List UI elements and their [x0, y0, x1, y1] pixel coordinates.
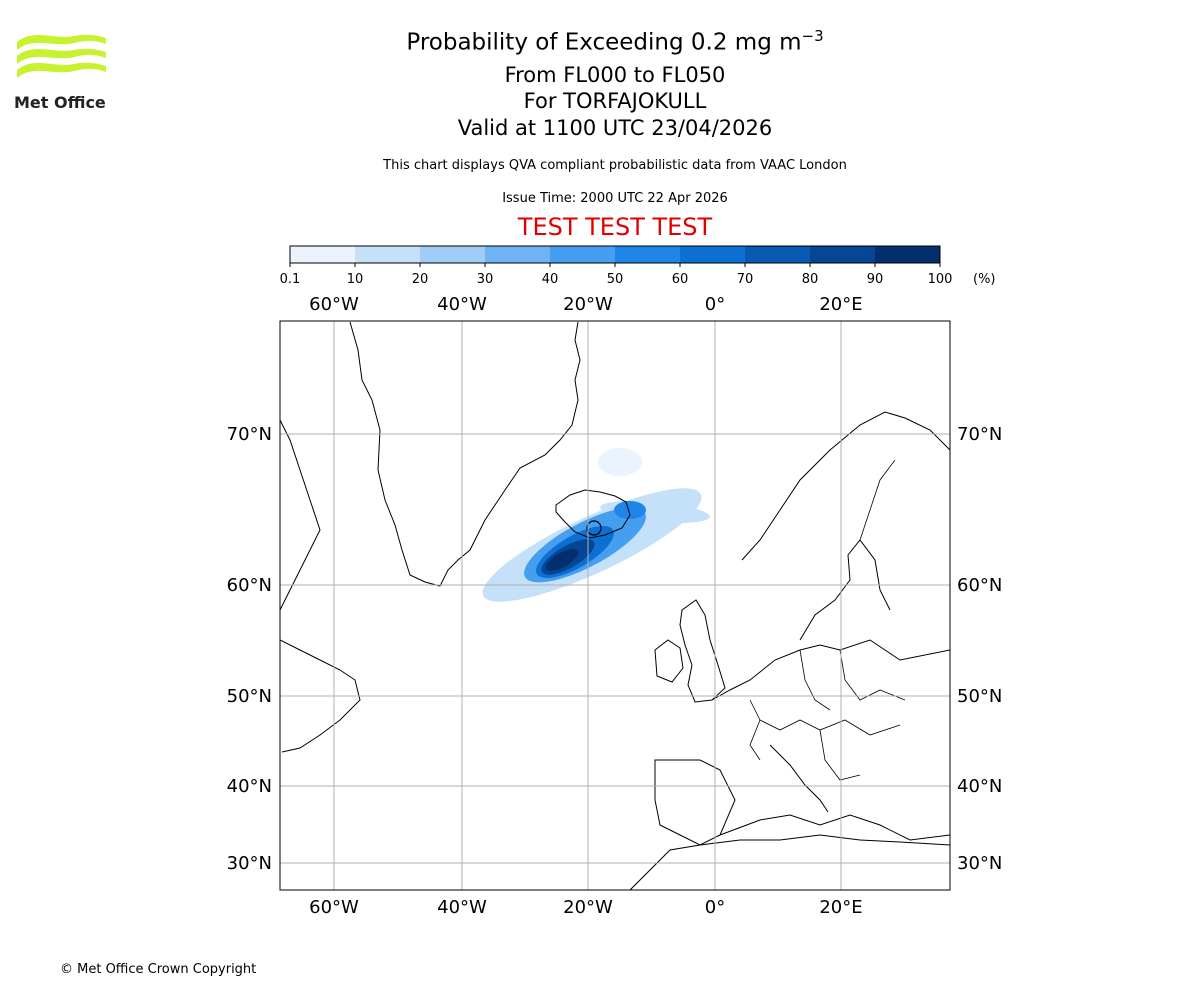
longitude-label-bottom: 40°W [437, 897, 487, 918]
colorbar-segment [745, 246, 811, 263]
colorbar-segment [680, 246, 746, 263]
colorbar-tick-label: 60 [672, 272, 689, 287]
latitude-label-left: 60°N [227, 575, 272, 596]
europe-mainland-coast [711, 639, 950, 701]
latitude-label-left: 30°N [227, 853, 272, 874]
latitude-label-left: 70°N [227, 424, 272, 445]
ireland-coast [654, 639, 684, 683]
colorbar-segment [355, 246, 421, 263]
latitude-label-right: 30°N [957, 853, 1002, 874]
colorbar: 0.1 10 20 30 40 50 60 70 80 90 100 (%) [280, 245, 996, 287]
colorbar-segment [290, 246, 356, 263]
plume-level-sparse [598, 448, 642, 476]
africa-coast [629, 834, 950, 890]
volcano-subtitle: For TORFAJOKULL [523, 89, 707, 113]
longitude-label-top: 20°E [819, 294, 862, 315]
colorbar-segment [615, 246, 681, 263]
plume-level-90 [546, 549, 578, 571]
britain-coast [679, 599, 726, 703]
latitude-label-left: 40°N [227, 776, 272, 797]
labrador-coast [280, 639, 361, 753]
latitude-label-right: 60°N [957, 575, 1002, 596]
colorbar-segment [810, 246, 876, 263]
longitude-label-top: 60°W [309, 294, 359, 315]
italy-coast [769, 744, 829, 813]
coastlines [280, 321, 950, 890]
greenland-coast [349, 321, 581, 587]
valid-time-subtitle: Valid at 1100 UTC 23/04/2026 [457, 116, 773, 140]
longitude-label-top: 40°W [437, 294, 487, 315]
colorbar-segment [550, 246, 616, 263]
chart-title: Probability of Exceeding 0.2 mg m−3 [406, 27, 824, 56]
issue-time: Issue Time: 2000 UTC 22 Apr 2026 [502, 191, 728, 206]
latitude-label-left: 50°N [227, 686, 272, 707]
longitude-label-bottom: 20°E [819, 897, 862, 918]
longitude-label-top: 20°W [563, 294, 613, 315]
latitude-label-right: 40°N [957, 776, 1002, 797]
longitude-label-bottom: 20°W [563, 897, 613, 918]
latitude-label-right: 70°N [957, 424, 1002, 445]
colorbar-tick-label: 10 [347, 272, 364, 287]
baffin-coast [280, 419, 321, 611]
chart-description: This chart displays QVA compliant probab… [383, 158, 847, 173]
colorbar-segment [485, 246, 551, 263]
colorbar-tick-label: 20 [412, 272, 429, 287]
colorbar-tick-label: 80 [802, 272, 819, 287]
flight-level-subtitle: From FL000 to FL050 [504, 63, 726, 87]
longitude-label-bottom: 60°W [309, 897, 359, 918]
colorbar-segment [420, 246, 486, 263]
colorbar-tick-label: 0.1 [280, 272, 301, 287]
longitude-label-top: 0° [705, 294, 725, 315]
iberia-coast [654, 759, 736, 846]
test-banner: TEST TEST TEST [517, 213, 713, 241]
ash-probability-plume [482, 448, 710, 602]
met-office-logo: Met Office [14, 34, 106, 112]
colorbar-tick-label: 100 [928, 272, 953, 287]
longitude-label-bottom: 0° [705, 897, 725, 918]
baltic-coast [799, 539, 891, 641]
map-frame [279, 320, 951, 891]
wave-logo-icon [17, 34, 106, 78]
mediterranean-coast [719, 814, 950, 841]
colorbar-unit-label: (%) [973, 272, 996, 287]
gridlines [280, 321, 950, 890]
logo-brand-text: Met Office [14, 93, 106, 112]
torfajokull-marker-icon [586, 520, 602, 536]
norway-coast [741, 411, 950, 561]
colorbar-tick-label: 50 [607, 272, 624, 287]
copyright-notice: © Met Office Crown Copyright [60, 962, 257, 977]
colorbar-tick-label: 30 [477, 272, 494, 287]
colorbar-tick-label: 90 [867, 272, 884, 287]
country-borders [749, 459, 906, 781]
colorbar-segment [875, 246, 941, 263]
latitude-label-right: 50°N [957, 686, 1002, 707]
colorbar-tick-label: 40 [542, 272, 559, 287]
colorbar-tick-label: 70 [737, 272, 754, 287]
